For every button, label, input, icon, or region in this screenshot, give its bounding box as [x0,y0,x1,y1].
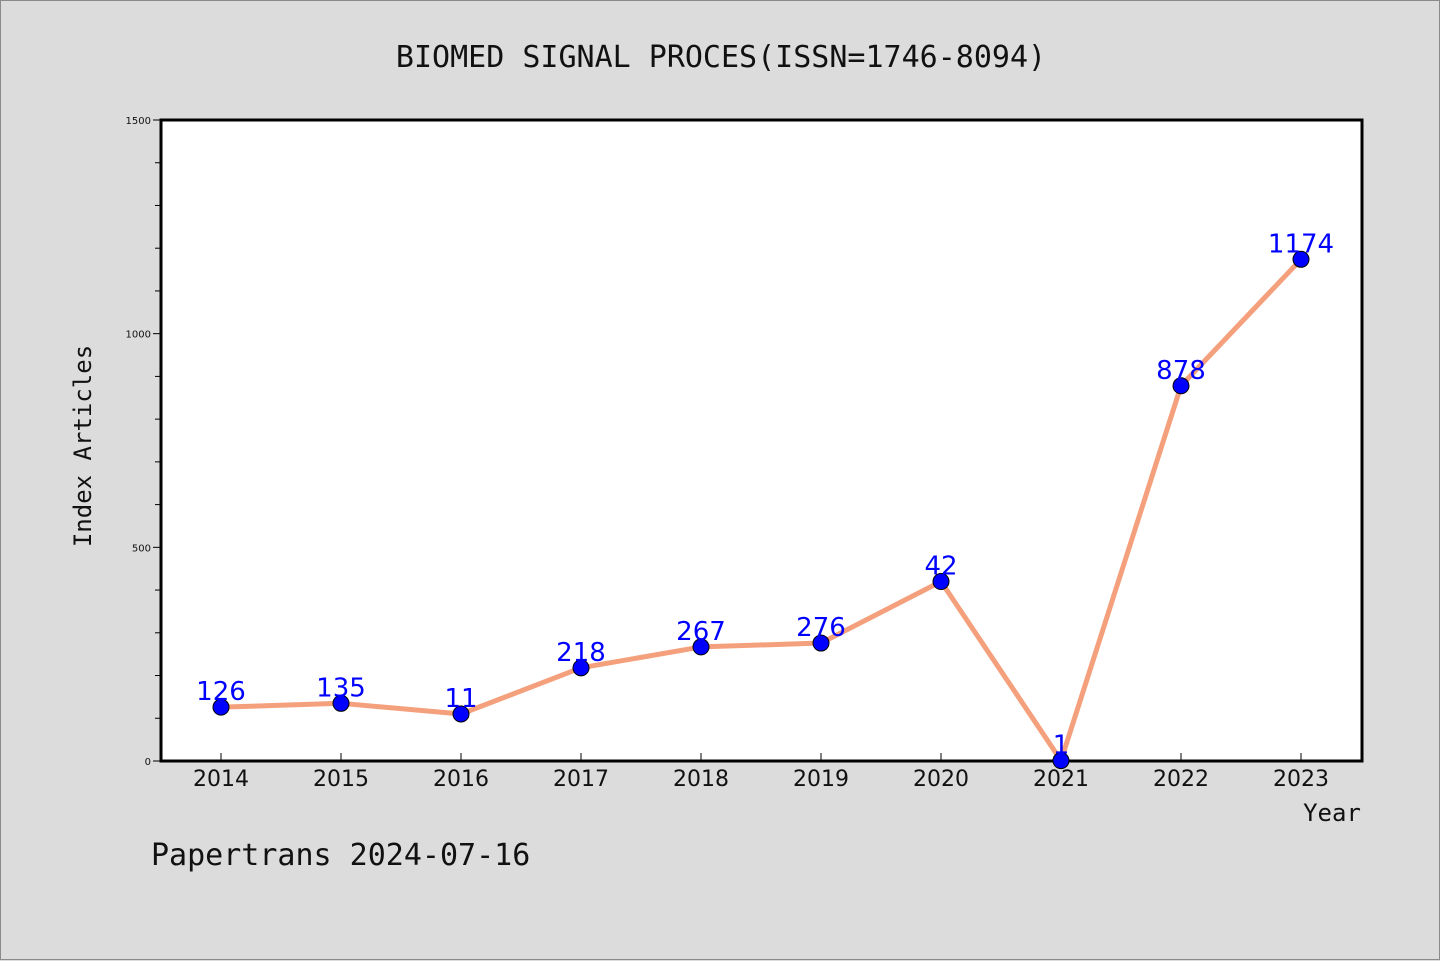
data-point [1052,752,1070,770]
data-label: 276 [796,613,846,643]
x-tick-label: 2016 [433,767,489,792]
y-axis-ticks: 0 500 1000 1500 [126,116,161,768]
y-tick-label: 0 [145,757,151,768]
data-label: 126 [196,677,246,707]
data-point [572,659,590,677]
data-point [692,638,710,656]
y-tick-label: 1000 [126,330,151,341]
data-label: 42 [924,552,957,582]
data-label: 135 [316,673,366,703]
x-axis-label: Year [1303,799,1361,827]
data-point [1172,377,1190,395]
x-tick-label: 2023 [1273,767,1329,792]
data-point [332,694,350,712]
x-axis-ticks: 2014 2015 2016 2017 2018 2019 2020 2021 2022 2023 [193,753,1329,792]
series-layer: 126 135 11 218 267 276 42 1 878 1174 [196,229,1334,770]
x-tick-label: 2019 [793,767,849,792]
x-tick-label: 2014 [193,767,249,792]
x-tick-label: 2017 [553,767,609,792]
x-tick-label: 2022 [1153,767,1209,792]
y-tick-label: 500 [132,543,151,554]
data-point [1292,250,1310,268]
plot-area [159,118,1364,763]
data-label: 11 [444,684,477,714]
data-label: 1 [1053,731,1070,761]
data-label: 878 [1156,356,1206,386]
x-tick-label: 2015 [313,767,369,792]
x-tick-label: 2021 [1033,767,1089,792]
data-point [932,573,950,591]
chart-title: BIOMED SIGNAL PROCES(ISSN=1746-8094) [396,40,1046,75]
data-label: 267 [676,617,726,647]
data-label: 1174 [1268,229,1334,259]
series-line [218,256,1304,764]
x-tick-label: 2020 [913,767,969,792]
data-point [452,705,470,723]
data-label: 218 [556,638,606,668]
x-tick-label: 2018 [673,767,729,792]
data-point [812,634,830,652]
y-tick-label: 1500 [126,116,151,127]
footer-text: Papertrans 2024-07-16 [151,838,530,873]
data-point [212,698,230,716]
y-axis-label: Index Articles [69,345,97,547]
